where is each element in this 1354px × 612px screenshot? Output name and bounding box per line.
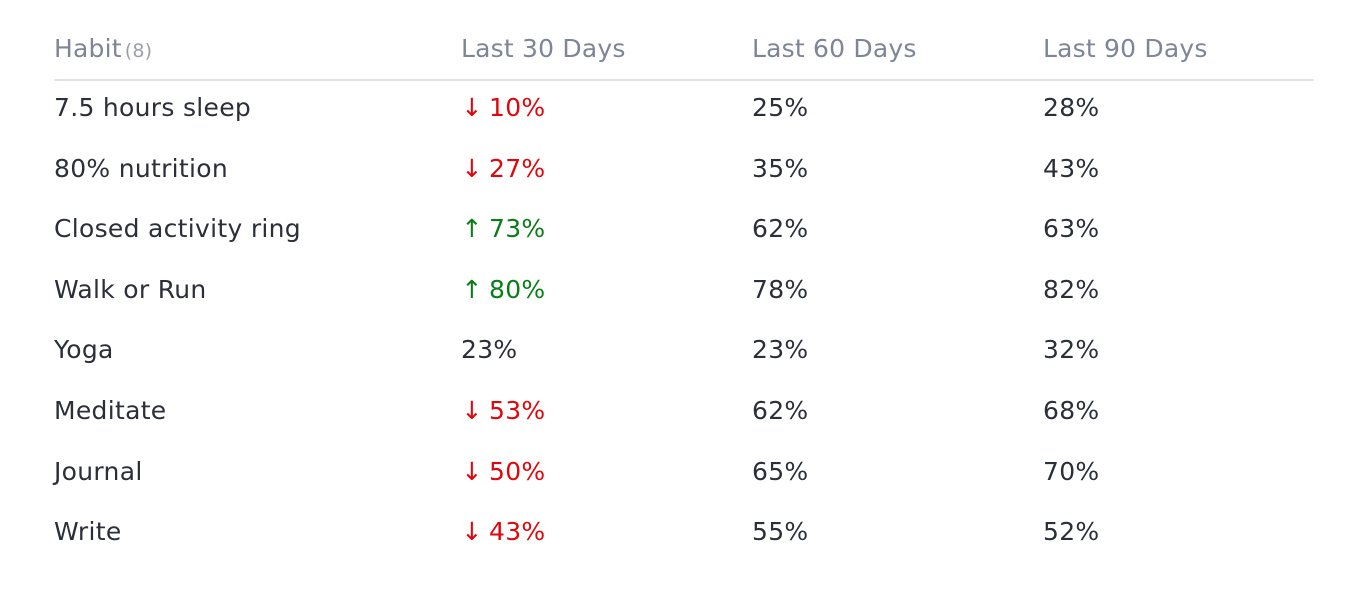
last-60-days-value: 25% [752, 93, 809, 122]
habit-name: Write [54, 517, 122, 547]
last-30-days-value: ↓ 10% [461, 93, 545, 122]
habit-name: Journal [54, 456, 143, 486]
arrow-down-icon: ↓ [461, 517, 483, 547]
last-30-days-value: ↓ 43% [461, 517, 545, 546]
habit-name: Walk or Run [54, 274, 207, 304]
last-30-days-percent: 50% [489, 456, 546, 486]
habit-header-label: Habit [54, 34, 122, 63]
table-row[interactable]: Closed activity ring ↑ 73% 62% 63% [54, 202, 1314, 263]
last-30-days-value: ↑ 80% [461, 275, 545, 304]
last-30-days-value: ↓ 50% [461, 457, 545, 486]
last-60-days-value: 78% [752, 274, 809, 304]
table-row[interactable]: 7.5 hours sleep ↓ 10% 25% 28% [54, 81, 1314, 142]
last-90-days-value: 52% [1043, 517, 1100, 547]
last-30-days-percent: 53% [489, 395, 546, 425]
habit-name: 7.5 hours sleep [54, 93, 252, 122]
arrow-down-icon: ↓ [461, 456, 483, 486]
table-row[interactable]: Walk or Run ↑ 80% 78% 82% [54, 263, 1314, 324]
last-60-days-value: 62% [752, 214, 809, 244]
table-header: Habit (8) Last 30 Days Last 60 Days Last … [54, 22, 1314, 81]
habit-table: Habit (8) Last 30 Days Last 60 Days Last … [54, 22, 1314, 566]
last-90-days-value: 28% [1043, 93, 1100, 122]
column-header-habit[interactable]: Habit (8) [54, 34, 152, 63]
column-header-last-60-days[interactable]: Last 60 Days [752, 34, 917, 63]
arrow-up-icon: ↑ [461, 274, 483, 304]
table-row[interactable]: Meditate ↓ 53% 62% 68% [54, 384, 1314, 445]
last-60-days-value: 23% [752, 335, 809, 365]
last-60-days-value: 65% [752, 456, 809, 486]
last-30-days-value: ↓ 53% [461, 396, 545, 425]
habit-name: 80% nutrition [54, 153, 229, 183]
last-30-days-percent: 27% [489, 153, 546, 183]
arrow-down-icon: ↓ [461, 395, 483, 425]
arrow-down-icon: ↓ [461, 153, 483, 183]
habit-name: Meditate [54, 395, 167, 425]
last-60-days-value: 55% [752, 517, 809, 547]
table-body: 7.5 hours sleep ↓ 10% 25% 28% 80% nutrition ↓ 2… [54, 81, 1314, 566]
arrow-up-icon: ↑ [461, 214, 483, 244]
last-90-days-value: 32% [1043, 335, 1100, 365]
table-row[interactable]: Yoga 23% 23% 32% [54, 323, 1314, 384]
last-30-days-percent: 80% [489, 274, 546, 304]
table-row[interactable]: Write ↓ 43% 55% 52% [54, 505, 1314, 566]
habit-name: Yoga [54, 335, 114, 365]
last-30-days-value: 23% [461, 335, 517, 364]
last-30-days-percent: 73% [489, 214, 546, 244]
column-header-last-90-days[interactable]: Last 90 Days [1043, 34, 1208, 63]
last-90-days-value: 82% [1043, 274, 1100, 304]
table-row[interactable]: Journal ↓ 50% 65% 70% [54, 445, 1314, 506]
column-header-last-30-days[interactable]: Last 30 Days [461, 34, 626, 63]
last-90-days-value: 70% [1043, 456, 1100, 486]
last-30-days-percent: 10% [489, 93, 546, 122]
habit-name: Closed activity ring [54, 214, 301, 244]
last-90-days-value: 43% [1043, 153, 1100, 183]
last-30-days-value: ↑ 73% [461, 214, 545, 243]
habit-count-badge: (8) [124, 40, 153, 62]
last-90-days-value: 68% [1043, 395, 1100, 425]
last-90-days-value: 63% [1043, 214, 1100, 244]
last-30-days-percent: 23% [461, 335, 518, 365]
last-30-days-value: ↓ 27% [461, 154, 545, 183]
last-30-days-percent: 43% [489, 517, 546, 547]
table-row[interactable]: 80% nutrition ↓ 27% 35% 43% [54, 142, 1314, 203]
last-60-days-value: 35% [752, 153, 809, 183]
last-60-days-value: 62% [752, 395, 809, 425]
arrow-down-icon: ↓ [461, 93, 483, 122]
